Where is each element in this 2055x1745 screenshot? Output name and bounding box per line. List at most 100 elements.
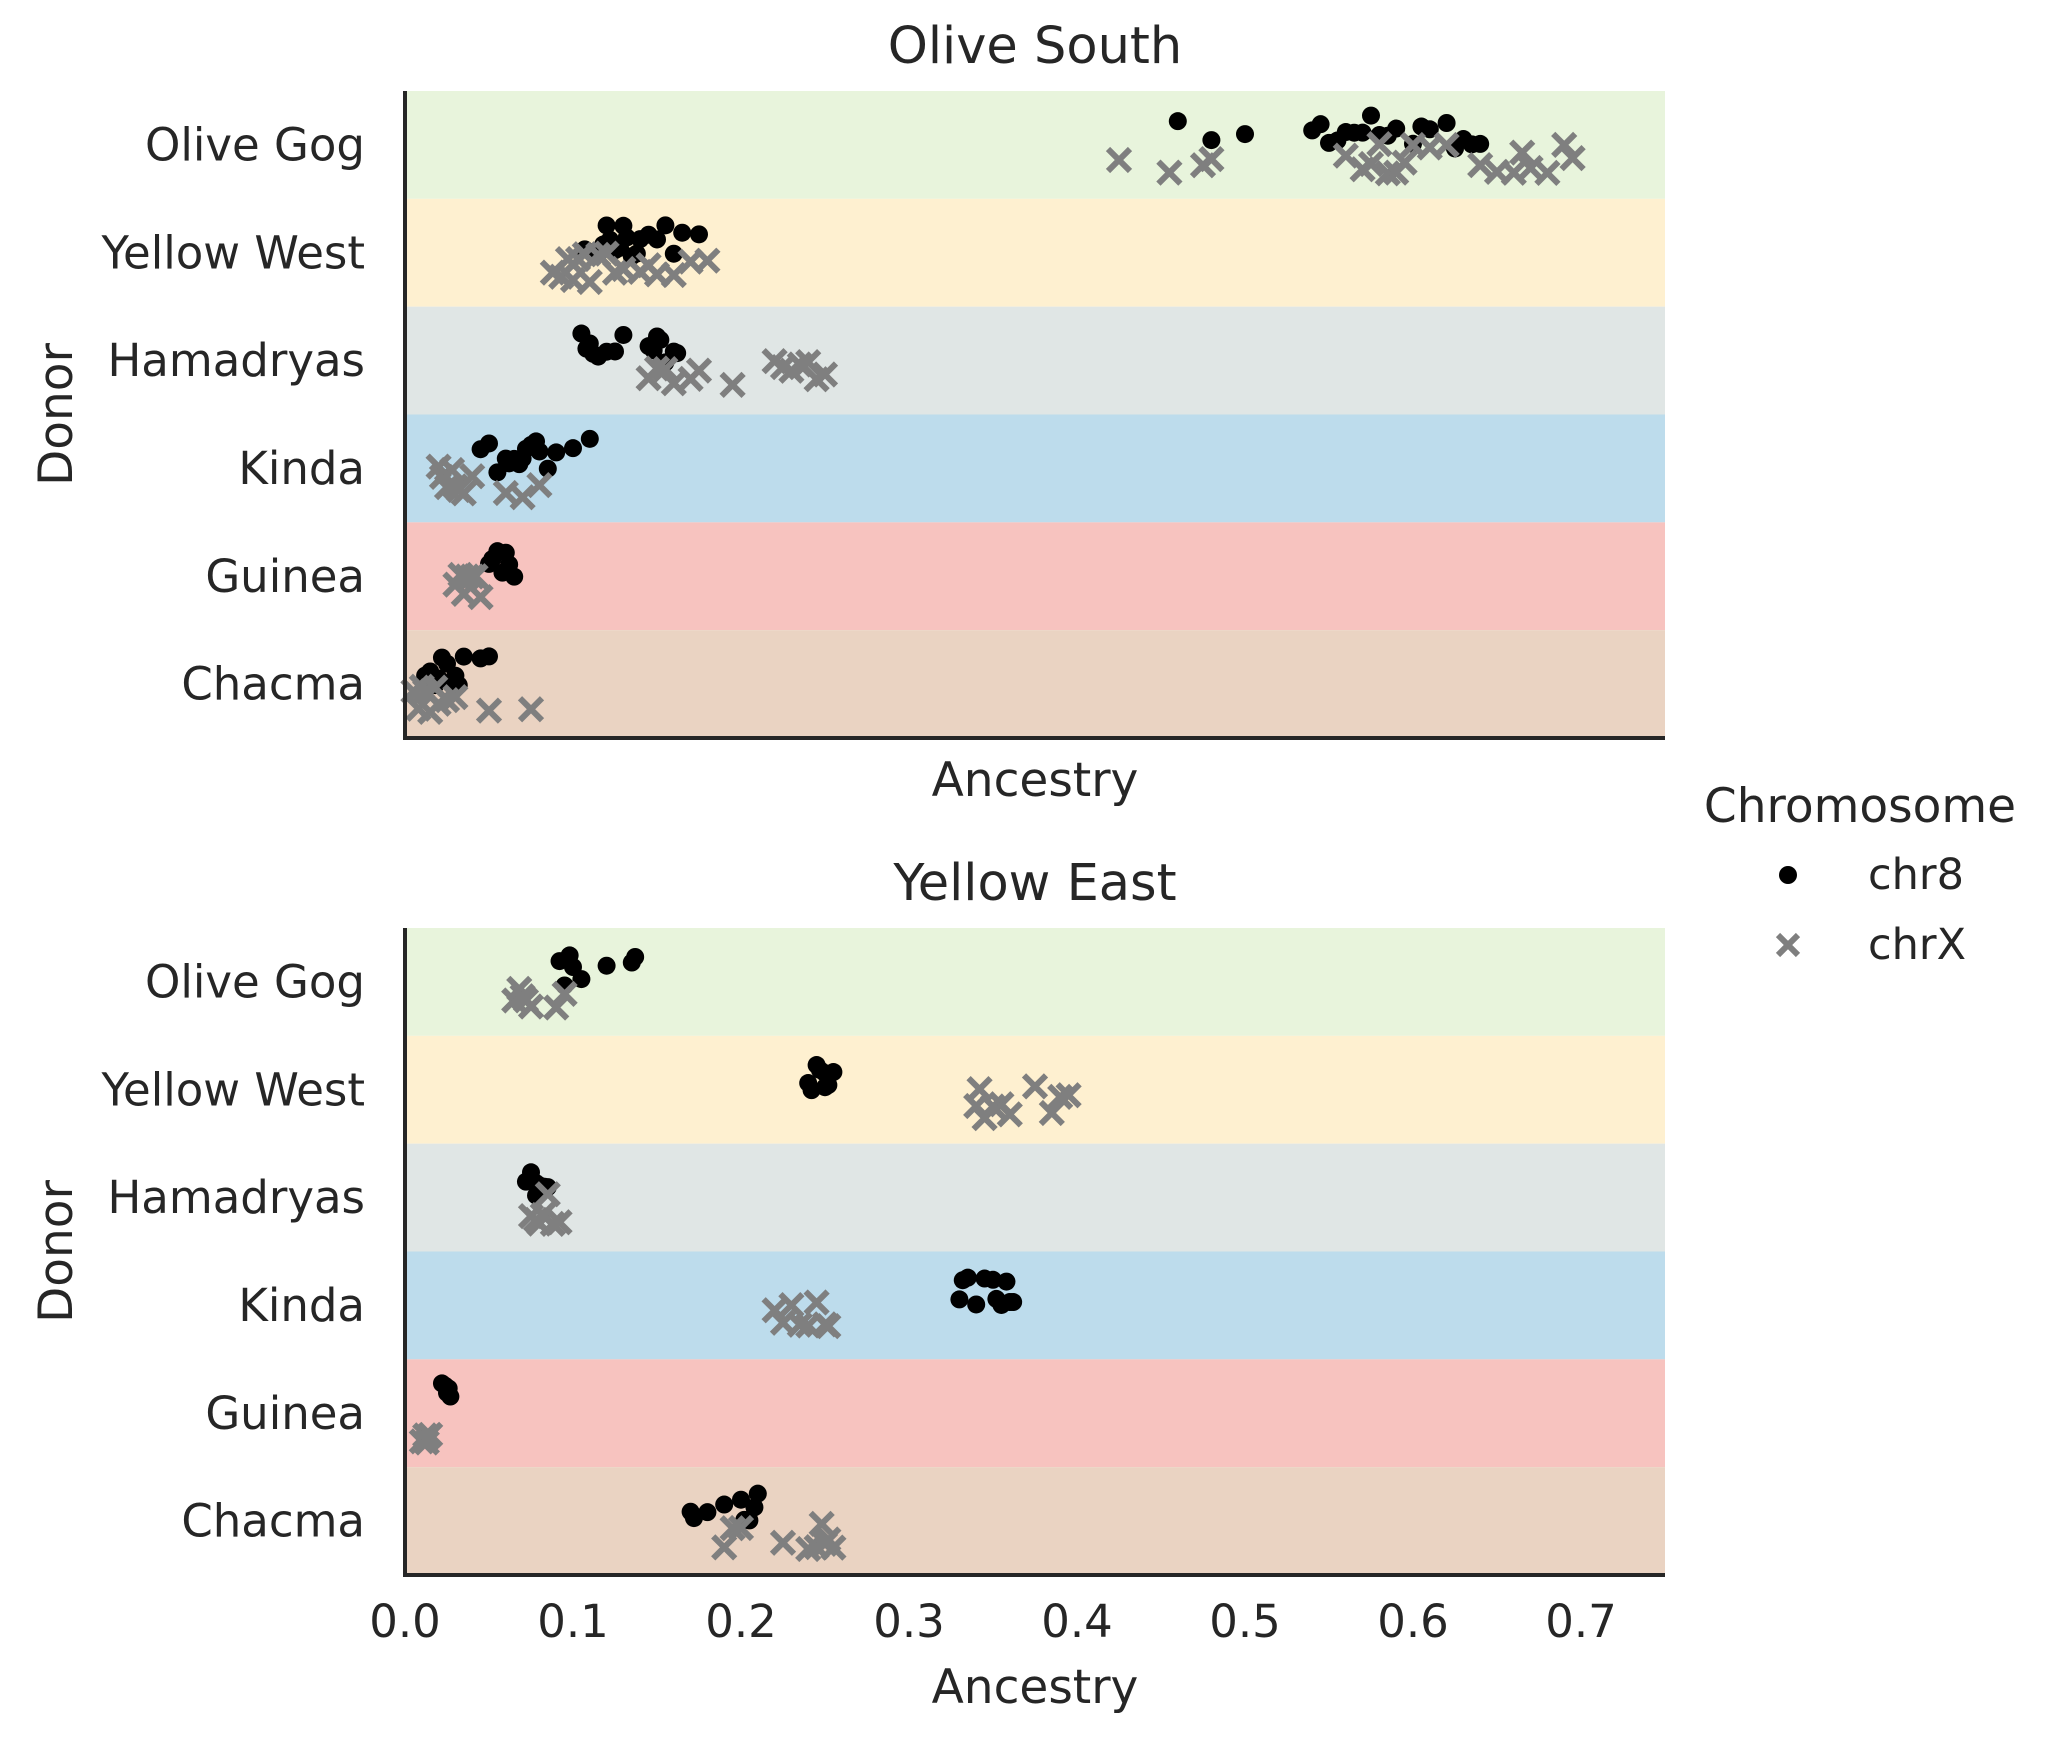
donor-band	[405, 1359, 1665, 1468]
chrX-point	[1374, 160, 1401, 187]
y-tick-label: Chacma	[181, 658, 365, 711]
chr8-point	[480, 647, 498, 666]
y-axis-label: Donor	[29, 342, 84, 485]
chrX-point	[815, 1313, 842, 1340]
panel-1: Olive Gog Yellow West Hamadryas Kinda Guinea…	[29, 854, 1665, 1715]
y-axis-label: Donor	[29, 1179, 84, 1322]
donor-band	[405, 522, 1665, 631]
chrX-point	[1366, 131, 1393, 158]
chr8-point	[1004, 1293, 1023, 1312]
chr8-point	[564, 439, 582, 458]
x-axis-label: Ancestry	[932, 1660, 1139, 1715]
chr8-point	[441, 1387, 460, 1406]
y-tick-label: Guinea	[205, 550, 365, 603]
chr8-point	[1420, 120, 1439, 139]
chr8-point	[480, 434, 498, 453]
chr8-point	[698, 1503, 717, 1522]
x-tick-label: 0.4	[1041, 1595, 1113, 1648]
legend-title: Chromosome	[1704, 779, 2016, 834]
chrX-point	[450, 480, 477, 507]
chrX-point	[1391, 149, 1418, 176]
chr8-point	[572, 970, 591, 989]
chrX-point	[442, 683, 469, 711]
chr8-point	[967, 1295, 986, 1314]
chr8-point	[505, 567, 524, 586]
chr8-point	[530, 442, 549, 461]
x-tick-label: 0.2	[705, 1595, 777, 1648]
chrX-point	[551, 980, 578, 1007]
donor-band	[405, 928, 1665, 1036]
chrX-point	[719, 371, 746, 398]
chrX-point	[1534, 159, 1561, 187]
chr8-point	[668, 344, 687, 363]
chrX-point	[1551, 131, 1578, 159]
chr8-point	[1168, 112, 1187, 131]
chr8-point	[748, 1484, 767, 1503]
chrX-point	[803, 1289, 830, 1316]
chr8-point	[1437, 114, 1456, 133]
chrX-point	[1433, 131, 1460, 159]
x-tick-label: 0.3	[873, 1595, 945, 1648]
x-tick-label: 0.0	[369, 1595, 441, 1648]
x-tick-label: 0.1	[537, 1595, 609, 1648]
chrX-point	[1021, 1073, 1049, 1100]
chr8-point	[580, 429, 599, 448]
legend: Chromosome chr8 chrX	[1704, 779, 2016, 970]
donor-band	[405, 1143, 1665, 1252]
panel-0: Olive Gog Yellow West Hamadryas Kinda Guinea…	[29, 17, 1665, 808]
chr8-point	[984, 1270, 1002, 1289]
chrX-point	[517, 696, 545, 723]
chrX-point	[526, 472, 553, 499]
chrX-point	[417, 1421, 444, 1448]
chr8-point	[997, 1272, 1016, 1291]
chr8-point	[950, 1290, 969, 1309]
donor-band	[405, 306, 1665, 415]
chr8-point	[673, 223, 692, 242]
chrX-point	[1509, 139, 1536, 166]
chr8-point	[816, 1064, 834, 1083]
chrX-point	[546, 1209, 573, 1236]
x-axis-label: Ancestry	[932, 753, 1139, 808]
chrX-point	[769, 1529, 797, 1556]
chrX-point	[820, 1534, 847, 1561]
y-tick-label: Hamadryas	[107, 334, 365, 387]
x-tick-label: 0.5	[1209, 1595, 1281, 1648]
panel-title: Olive South	[888, 17, 1182, 76]
chrX-point	[1198, 146, 1225, 173]
chr8-point	[1236, 125, 1254, 144]
chrX-point	[795, 349, 822, 376]
chr8-point	[802, 1081, 821, 1100]
chrX-point	[694, 247, 721, 274]
chr8-point	[1387, 119, 1406, 138]
chr8-point	[745, 1498, 764, 1517]
chr8-point	[648, 230, 666, 249]
chr8-point	[547, 443, 566, 462]
chrX-point	[719, 1515, 746, 1542]
chrX-point	[652, 356, 679, 383]
chr8-point	[626, 947, 645, 966]
chr8-point	[606, 342, 624, 361]
chrX-point	[996, 1101, 1023, 1128]
donor-band	[405, 1251, 1665, 1360]
chr8-point	[1471, 134, 1490, 153]
x-tick-label: 0.7	[1545, 1595, 1617, 1648]
chr8-point	[958, 1268, 977, 1287]
chr8-point	[538, 459, 557, 478]
chr8-point	[1311, 115, 1330, 134]
panel-title: Yellow East	[892, 854, 1176, 913]
chrX-point	[778, 1292, 805, 1319]
chrX-point	[811, 361, 839, 388]
y-tick-label: Yellow West	[101, 226, 365, 279]
chrX-point	[517, 993, 545, 1020]
chrX-point	[685, 357, 713, 384]
chr8-point	[684, 1509, 703, 1528]
chr8-point	[1362, 106, 1380, 125]
chrX-point	[1047, 1083, 1074, 1111]
y-tick-label: Olive Gog	[145, 955, 365, 1008]
chrX-point	[467, 583, 494, 611]
chr8-point	[597, 216, 616, 235]
chr8-point	[651, 330, 670, 349]
chr8-point	[614, 325, 633, 344]
legend-label: chrX	[1868, 920, 1966, 970]
